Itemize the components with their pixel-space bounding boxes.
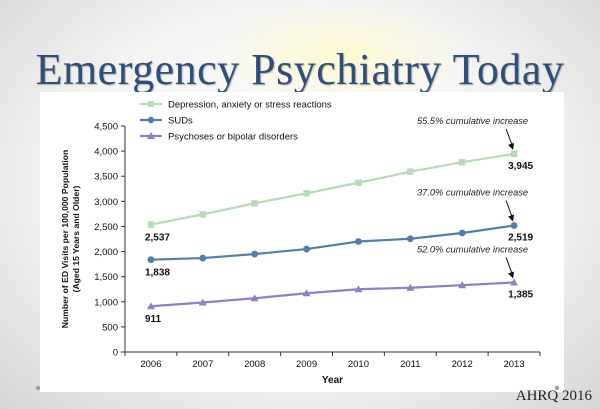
y-axis-title: (Aged 15 Years and Older) bbox=[71, 185, 81, 292]
y-tick-label: 2,000 bbox=[94, 247, 118, 258]
y-axis-title: Number of ED Visits per 100,000 Populati… bbox=[60, 150, 70, 328]
slide-title: Emergency Psychiatry Today bbox=[35, 45, 565, 94]
data-label-end: 2,519 bbox=[508, 232, 533, 243]
x-tick-label: 2006 bbox=[140, 359, 161, 370]
data-point-circle bbox=[147, 256, 155, 264]
y-tick-label: 500 bbox=[102, 322, 118, 333]
data-point-triangle bbox=[302, 289, 311, 297]
y-tick-label: 4,500 bbox=[94, 122, 118, 133]
x-axis-title: Year bbox=[322, 375, 343, 386]
data-point-circle bbox=[251, 250, 259, 258]
data-point-square bbox=[199, 211, 207, 218]
x-tick-label: 2013 bbox=[503, 359, 524, 370]
y-tick-label: 1,500 bbox=[94, 272, 118, 283]
y-tick-label: 3,000 bbox=[94, 197, 118, 208]
y-tick-label: 1,000 bbox=[94, 297, 118, 308]
data-point-circle bbox=[355, 238, 362, 245]
data-point-circle bbox=[458, 229, 466, 237]
data-point-triangle bbox=[250, 294, 259, 302]
annotation-arrow-head bbox=[508, 214, 515, 222]
slide-bullet-dot bbox=[555, 386, 559, 390]
data-label-start: 911 bbox=[145, 314, 162, 325]
data-label-start: 1,838 bbox=[145, 268, 170, 279]
title-glow bbox=[210, 0, 470, 110]
series-line bbox=[150, 224, 515, 261]
increase-annotation: 52.0% cumulative increase bbox=[417, 244, 528, 254]
x-tick-label: 2008 bbox=[244, 359, 265, 370]
series-line bbox=[150, 152, 515, 226]
data-label-start: 2,537 bbox=[145, 233, 170, 244]
y-tick-label: 2,500 bbox=[94, 222, 118, 233]
chart-panel: 0 500 1,000 1,500 2,000 2,500 3,000 3,500 4,000 4… bbox=[40, 92, 564, 392]
x-tick-label: 2012 bbox=[452, 359, 473, 370]
data-point-circle bbox=[303, 245, 310, 253]
data-point-square bbox=[458, 158, 466, 166]
data-point-triangle bbox=[146, 302, 155, 310]
data-point-square bbox=[251, 200, 258, 207]
x-tick-label: 2010 bbox=[348, 359, 369, 370]
data-point-square bbox=[147, 221, 155, 228]
increase-annotation: 37.0% cumulative increase bbox=[417, 187, 528, 197]
annotation-arrow-head bbox=[508, 271, 515, 279]
data-point-triangle bbox=[406, 283, 415, 291]
data-label-end: 1,385 bbox=[508, 289, 533, 300]
increase-annotation: 55.5% cumulative increase bbox=[417, 116, 528, 126]
legend-marker-circle bbox=[147, 116, 155, 124]
line-chart: 0 500 1,000 1,500 2,000 2,500 3,000 3,500 4,000 4… bbox=[60, 100, 541, 386]
legend-marker-triangle bbox=[147, 132, 155, 139]
data-point-triangle bbox=[510, 278, 519, 286]
data-point-circle bbox=[406, 235, 414, 243]
x-tick-label: 2011 bbox=[400, 359, 420, 370]
data-point-square bbox=[510, 150, 518, 158]
x-tick-label: 2009 bbox=[296, 359, 317, 370]
data-point-circle bbox=[199, 254, 207, 262]
data-label-end: 3,945 bbox=[508, 161, 533, 172]
annotation-arrow-head bbox=[508, 142, 515, 150]
y-tick-label: 0 bbox=[113, 348, 118, 359]
data-point-triangle bbox=[354, 285, 363, 293]
y-tick-label: 3,500 bbox=[94, 172, 118, 183]
slide-bullet-dot bbox=[36, 386, 40, 390]
data-point-square bbox=[355, 179, 362, 186]
legend-label: Psychoses or bipolar disorders bbox=[168, 132, 298, 143]
slide-footer: AHRQ 2016 bbox=[515, 388, 592, 404]
data-point-triangle bbox=[198, 298, 207, 306]
legend-label: Depression, anxiety or stress reactions bbox=[168, 100, 332, 111]
y-tick-label: 4,000 bbox=[94, 147, 118, 158]
data-point-square bbox=[303, 190, 310, 197]
legend-marker-square bbox=[148, 101, 154, 107]
data-point-triangle bbox=[458, 281, 467, 289]
data-point-circle bbox=[510, 222, 518, 229]
x-tick-label: 2007 bbox=[192, 359, 213, 370]
series-line bbox=[150, 281, 515, 308]
legend-label: SUDs bbox=[168, 116, 193, 127]
data-point-square bbox=[407, 168, 414, 175]
